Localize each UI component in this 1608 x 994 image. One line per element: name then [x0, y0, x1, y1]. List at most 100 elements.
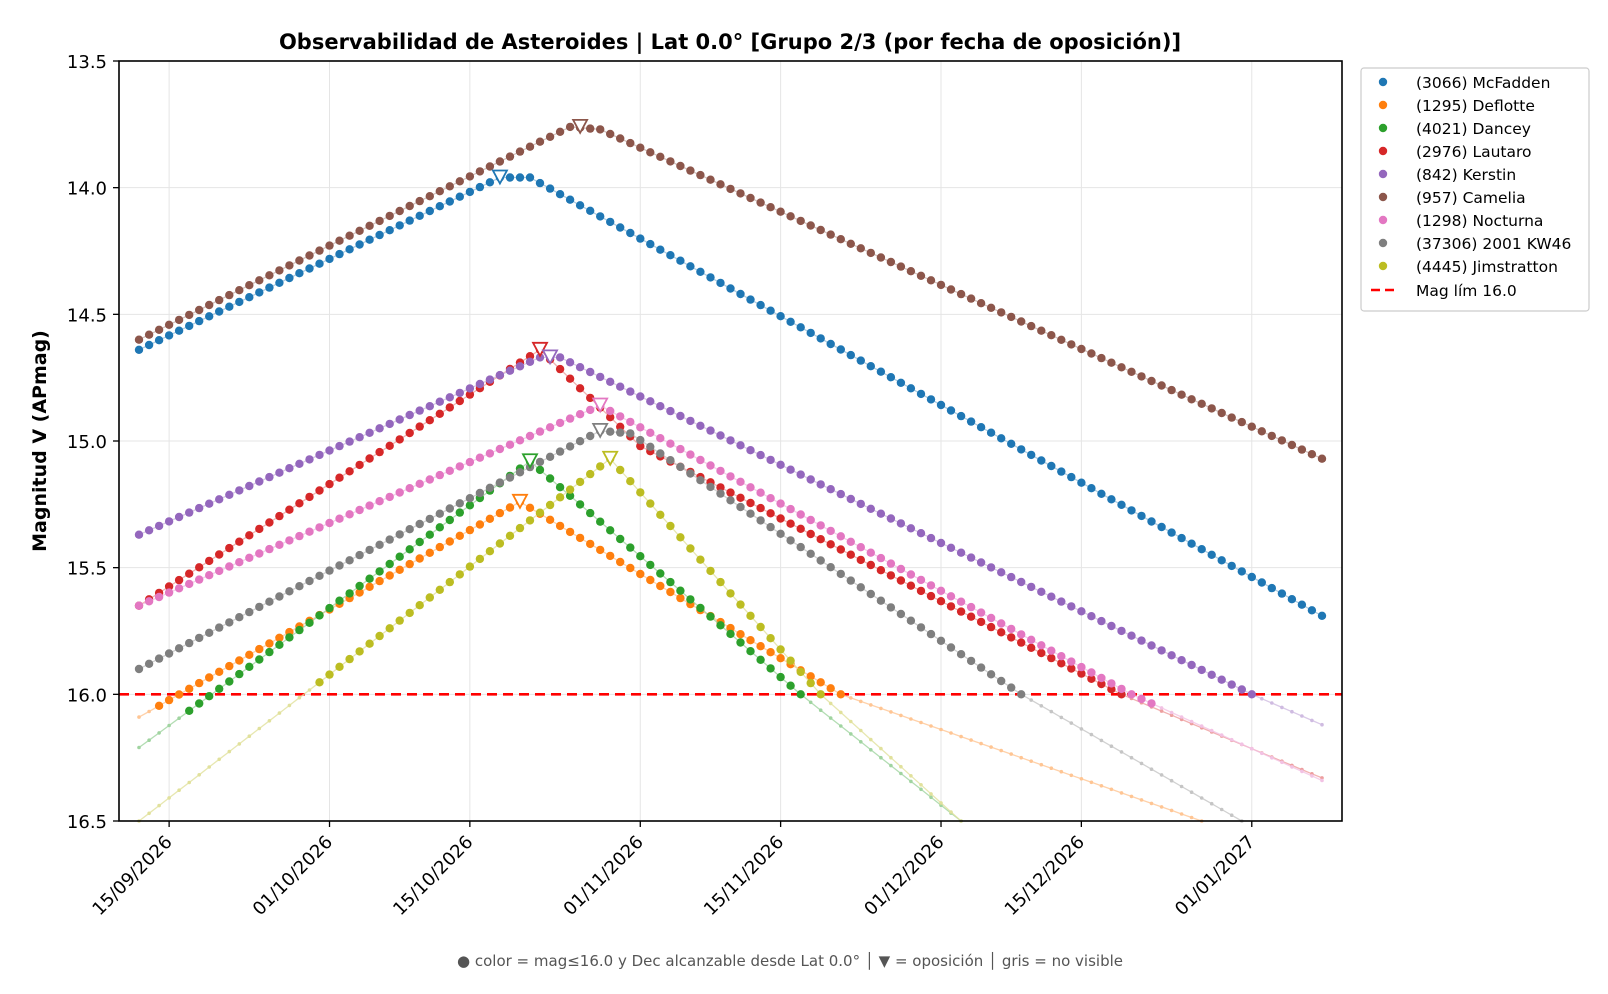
point-visible — [906, 616, 916, 625]
point-visible — [185, 684, 194, 693]
point-not-visible — [899, 771, 903, 776]
point-visible — [545, 423, 555, 432]
point-not-visible — [267, 719, 272, 723]
point-visible — [245, 650, 254, 659]
point-visible — [275, 640, 284, 649]
point-visible — [375, 230, 384, 240]
point-visible — [986, 613, 996, 623]
point-visible — [515, 362, 525, 371]
point-visible — [896, 609, 906, 619]
point-visible — [205, 628, 214, 637]
point-visible — [295, 582, 304, 591]
point-visible — [144, 597, 154, 606]
point-visible — [906, 267, 916, 276]
point-visible — [225, 490, 234, 499]
point-visible — [325, 446, 334, 455]
point-visible — [766, 494, 775, 503]
series-7 — [134, 426, 1244, 823]
point-visible — [726, 436, 735, 445]
point-visible — [716, 278, 725, 288]
point-visible — [335, 473, 344, 482]
point-visible — [656, 402, 665, 411]
point-visible — [295, 499, 304, 508]
point-visible — [856, 356, 865, 365]
legend-label: (4445) Jimstratton — [1416, 258, 1558, 276]
point-visible — [265, 518, 274, 527]
opposition-marker — [521, 453, 539, 470]
point-not-visible — [1119, 750, 1124, 754]
point-visible — [976, 617, 986, 627]
point-visible — [766, 648, 775, 657]
point-visible — [545, 452, 555, 461]
point-not-visible — [1169, 713, 1174, 717]
point-not-visible — [1280, 760, 1284, 765]
point-not-visible — [1119, 791, 1124, 795]
legend-item: (3066) McFadden — [1378, 74, 1550, 92]
point-visible — [776, 529, 785, 538]
point-not-visible — [237, 742, 242, 746]
point-visible — [405, 410, 414, 420]
point-visible — [816, 225, 825, 235]
point-not-visible — [197, 773, 201, 777]
legend-label: (37306) 2001 KW46 — [1416, 235, 1571, 253]
point-visible — [796, 542, 805, 552]
point-visible — [275, 592, 284, 601]
point-visible — [676, 161, 685, 171]
point-not-visible — [839, 710, 843, 715]
point-visible — [776, 460, 785, 469]
point-visible — [1317, 611, 1327, 620]
point-visible — [656, 569, 665, 578]
point-visible — [285, 505, 294, 514]
point-not-visible — [1270, 701, 1274, 705]
point-visible — [676, 256, 685, 265]
point-visible — [495, 157, 505, 166]
legend-item: (842) Kerstin — [1378, 166, 1516, 184]
legend-item: (1298) Nocturna — [1378, 212, 1543, 230]
point-visible — [1177, 656, 1186, 665]
point-visible — [716, 483, 725, 492]
point-visible — [475, 379, 485, 389]
series-0 — [134, 173, 1327, 620]
point-visible — [626, 477, 635, 486]
point-visible — [305, 264, 314, 273]
point-visible — [154, 592, 164, 602]
point-visible — [876, 596, 886, 605]
point-visible — [355, 581, 364, 591]
point-visible — [706, 482, 715, 492]
point-visible — [696, 421, 705, 430]
legend-marker — [1378, 192, 1388, 202]
y-tick-label: 16.5 — [67, 812, 107, 833]
point-visible — [1097, 489, 1106, 498]
point-visible — [726, 184, 735, 194]
point-visible — [555, 483, 565, 492]
point-visible — [596, 125, 605, 134]
point-visible — [385, 559, 394, 569]
point-visible — [455, 388, 464, 398]
point-visible — [726, 472, 735, 481]
point-visible — [866, 589, 875, 599]
point-visible — [435, 397, 444, 406]
point-visible — [896, 576, 906, 585]
point-visible — [1127, 631, 1136, 640]
point-visible — [405, 559, 414, 569]
point-visible — [886, 603, 896, 612]
series-line — [138, 176, 1323, 617]
point-visible — [916, 575, 926, 585]
point-visible — [666, 157, 675, 166]
point-visible — [1007, 312, 1016, 322]
point-visible — [836, 569, 845, 579]
point-not-visible — [1280, 705, 1284, 710]
point-visible — [335, 249, 344, 259]
point-visible — [1257, 578, 1267, 587]
y-tick-label: 15.0 — [67, 432, 107, 453]
point-visible — [896, 564, 906, 574]
point-visible — [515, 468, 525, 477]
point-visible — [906, 384, 916, 393]
point-visible — [1187, 660, 1196, 670]
point-visible — [195, 305, 204, 315]
point-visible — [826, 540, 835, 549]
point-visible — [1027, 321, 1036, 331]
point-visible — [425, 206, 434, 216]
point-visible — [365, 235, 374, 244]
point-not-visible — [277, 711, 282, 715]
